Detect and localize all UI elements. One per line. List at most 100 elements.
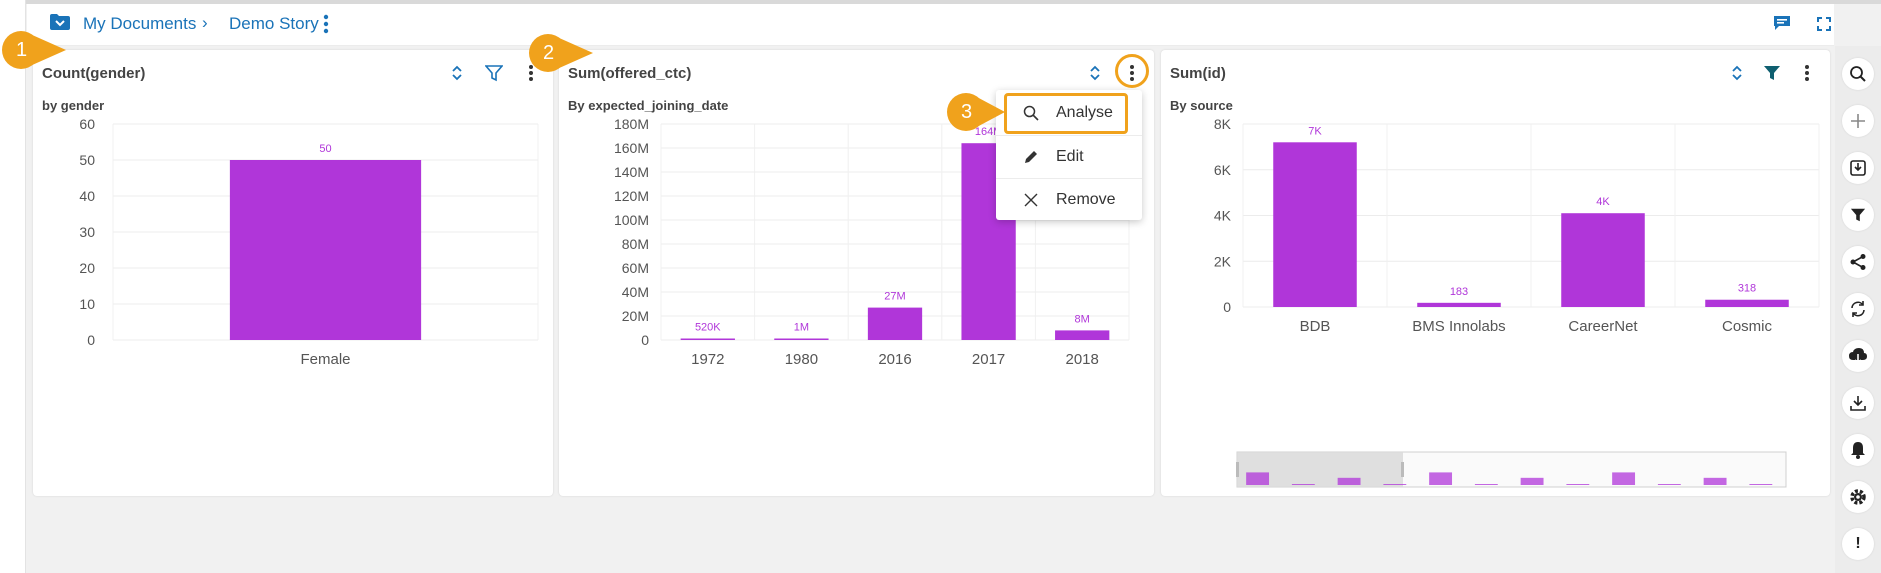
y-tick-label: 40 bbox=[79, 188, 95, 204]
bar-chart: 180M 160M 140M 120M 100M 80M 60M 40M 20M 0 520K 197… bbox=[614, 116, 1130, 368]
navigator-bar bbox=[1520, 477, 1544, 485]
x-tick-label: 2018 bbox=[1066, 351, 1099, 368]
import-icon bbox=[1850, 160, 1866, 176]
gear-icon bbox=[1850, 489, 1866, 505]
y-tick-label: 120M bbox=[614, 188, 649, 204]
navigator-bar bbox=[1657, 484, 1681, 485]
navigator-bar bbox=[1383, 484, 1407, 485]
refresh-icon bbox=[1851, 301, 1865, 317]
sort-icon[interactable] bbox=[451, 64, 463, 82]
menu-item-label: Remove bbox=[1056, 191, 1116, 208]
plus-icon bbox=[1851, 114, 1865, 128]
chart-card-sum-id: Sum(id) By source 8K 6K 4K 2K 0 7K BDB 183 BMS I… bbox=[1161, 50, 1830, 496]
toolbar-filter-button[interactable] bbox=[1842, 199, 1874, 231]
chart-range-navigator[interactable] bbox=[1161, 50, 1830, 496]
y-tick-label: 180M bbox=[614, 116, 649, 132]
download-icon bbox=[1850, 396, 1866, 411]
toolbar-download-button[interactable] bbox=[1842, 387, 1874, 419]
step-number: 2 bbox=[543, 42, 555, 64]
card-options-kebab-icon[interactable] bbox=[528, 64, 534, 82]
filter-active-icon[interactable] bbox=[1763, 64, 1781, 82]
menu-item-remove[interactable]: Remove bbox=[996, 178, 1142, 220]
sort-icon[interactable] bbox=[1731, 64, 1743, 82]
navigator-handle bbox=[1236, 462, 1239, 477]
x-tick-label: Cosmic bbox=[1722, 318, 1773, 335]
card-context-menu: Analyse Edit Remove bbox=[996, 90, 1142, 220]
menu-item-analyse[interactable]: Analyse bbox=[996, 92, 1142, 134]
breadcrumb-my-documents[interactable]: My Documents bbox=[83, 14, 197, 33]
sort-icon[interactable] bbox=[1089, 64, 1101, 82]
toolbar-add-button[interactable] bbox=[1842, 105, 1874, 137]
card-title: Count(gender) bbox=[42, 65, 146, 82]
step-number: 3 bbox=[961, 101, 973, 123]
step-callout-1: 1 bbox=[0, 30, 68, 75]
bar bbox=[867, 307, 923, 340]
navigator-bar bbox=[1749, 484, 1773, 485]
card-options-kebab-icon[interactable] bbox=[1804, 64, 1810, 82]
cloud-download-icon bbox=[1849, 348, 1867, 365]
y-tick-label: 140M bbox=[614, 164, 649, 180]
y-tick-label: 60 bbox=[79, 116, 95, 132]
y-tick-label: 20 bbox=[79, 260, 95, 276]
y-tick-label: 60M bbox=[622, 260, 649, 276]
comment-icon[interactable] bbox=[1773, 15, 1791, 31]
toolbar-refresh-button[interactable] bbox=[1842, 293, 1874, 325]
breadcrumb-separator: › bbox=[202, 13, 208, 32]
navigator-bar bbox=[1246, 472, 1270, 485]
analyse-highlight-box bbox=[1004, 93, 1128, 134]
data-label: 7K bbox=[1308, 125, 1322, 137]
y-tick-label: 0 bbox=[641, 332, 649, 348]
x-tick-label: 1980 bbox=[785, 351, 818, 368]
chart-card-count-gender: Count(gender) by gender 60 50 40 30 20 10 0 50 F… bbox=[33, 50, 553, 496]
toolbar-settings-button[interactable] bbox=[1842, 481, 1874, 513]
bar bbox=[1055, 330, 1110, 340]
filter-icon[interactable] bbox=[485, 64, 503, 82]
x-tick-label: Female bbox=[300, 351, 350, 368]
data-label: 27M bbox=[884, 291, 905, 303]
callout-marker-icon bbox=[529, 34, 593, 72]
toolbar-info-button[interactable]: ! bbox=[1842, 528, 1874, 560]
navigator-bar bbox=[1429, 472, 1453, 485]
y-tick-label: 8K bbox=[1214, 116, 1232, 132]
navigator-handle bbox=[1401, 462, 1404, 477]
callout-marker-icon bbox=[947, 93, 1005, 131]
toolbar-import-button[interactable] bbox=[1842, 152, 1874, 184]
left-rail bbox=[0, 0, 26, 573]
x-tick-label: 2016 bbox=[878, 351, 911, 368]
navigator-bar bbox=[1703, 477, 1727, 485]
bar-chart: 60 50 40 30 20 10 0 50 Female bbox=[79, 116, 539, 368]
data-label: 1M bbox=[794, 322, 809, 334]
y-tick-label: 20M bbox=[622, 308, 649, 324]
toolbar-share-button[interactable] bbox=[1842, 246, 1874, 278]
story-options-kebab-icon[interactable] bbox=[323, 14, 329, 34]
toolbar-notifications-button[interactable] bbox=[1842, 434, 1874, 466]
y-tick-label: 100M bbox=[614, 212, 649, 228]
menu-item-edit[interactable]: Edit bbox=[996, 135, 1142, 177]
bell-icon bbox=[1851, 442, 1865, 459]
y-tick-label: 40M bbox=[622, 284, 649, 300]
toolbar-cloud-download-button[interactable] bbox=[1842, 340, 1874, 372]
breadcrumb-demo-story[interactable]: Demo Story bbox=[229, 14, 319, 33]
card-subtitle: by gender bbox=[42, 98, 105, 113]
fullscreen-icon[interactable] bbox=[1817, 17, 1831, 31]
bar bbox=[229, 160, 422, 340]
info-label: ! bbox=[1855, 535, 1861, 552]
navigator-bar bbox=[1337, 477, 1361, 485]
card-subtitle: By source bbox=[1170, 98, 1233, 113]
y-tick-label: 160M bbox=[614, 140, 649, 156]
menu-item-label: Analyse bbox=[1056, 104, 1113, 121]
top-strip bbox=[0, 0, 1881, 4]
y-tick-label: 50 bbox=[79, 152, 95, 168]
x-tick-label: 2017 bbox=[972, 351, 1005, 368]
data-label: 8M bbox=[1075, 313, 1090, 325]
y-tick-label: 10 bbox=[79, 296, 95, 312]
data-label: 318 bbox=[1738, 283, 1756, 295]
navigator-bar bbox=[1612, 472, 1636, 485]
folder-icon[interactable] bbox=[49, 13, 71, 31]
toolbar-search-button[interactable] bbox=[1842, 58, 1874, 90]
step-callout-2: 2 bbox=[527, 33, 595, 78]
data-label: 183 bbox=[1450, 286, 1468, 298]
search-icon bbox=[1850, 66, 1866, 82]
bar bbox=[680, 338, 735, 340]
card-subtitle: By expected_joining_date bbox=[568, 98, 729, 113]
